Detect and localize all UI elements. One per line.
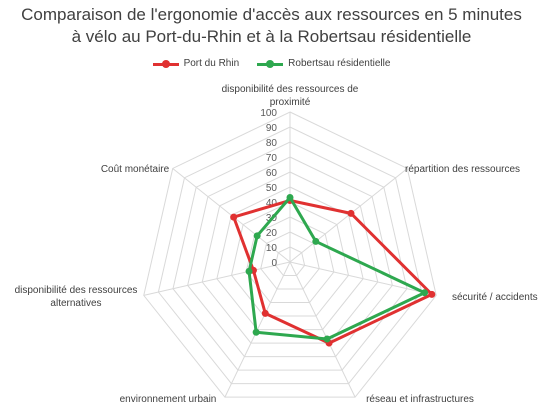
series-0-point-4 — [261, 309, 269, 317]
legend-swatch-port-du-rhin — [152, 59, 179, 69]
legend-label-port-du-rhin: Port du Rhin — [183, 58, 240, 69]
grid-ring-20 — [260, 231, 320, 290]
series-line-1 — [247, 196, 427, 341]
tick-label-80: 80 — [266, 138, 278, 149]
series-1-point-4 — [252, 328, 260, 336]
grid-ring-90 — [157, 126, 423, 385]
grid-ring-80 — [172, 141, 408, 371]
tick-label-90: 90 — [266, 123, 278, 134]
grid-ring-70 — [187, 156, 393, 358]
legend-label-robertsau: Robertsau résidentielle — [288, 58, 391, 69]
series-1-point-2 — [421, 289, 429, 297]
grid-spoke-2 — [289, 261, 437, 296]
series-0-point-6 — [230, 213, 238, 221]
series-1-point-5 — [245, 267, 253, 275]
axis-label-2: sécurité / accidents — [452, 292, 538, 303]
legend-item-port-du-rhin: Port du Rhin — [152, 58, 240, 69]
tick-label-100: 100 — [260, 108, 277, 119]
axis-label-1: répartition des ressources — [405, 164, 520, 175]
chart-legend: Port du Rhin Robertsau résidentielle — [0, 58, 543, 69]
tick-label-50: 50 — [266, 183, 278, 194]
series-1-point-0 — [286, 194, 294, 201]
tick-label-20: 20 — [266, 228, 278, 239]
series-1-point-1 — [312, 237, 320, 245]
tick-label-0: 0 — [271, 258, 277, 269]
axis-label-5: disponibilité des ressources alternatives — [15, 285, 138, 309]
series-0-point-2 — [428, 290, 436, 298]
tick-label-40: 40 — [266, 198, 278, 209]
axis-label-4: environnement urbain — [120, 394, 217, 405]
grid-ring-10 — [274, 246, 306, 277]
chart-title: Comparaison de l'ergonomie d'accès aux r… — [0, 4, 543, 48]
axis-label-6: Coût monétaire — [101, 164, 170, 175]
legend-item-robertsau: Robertsau résidentielle — [257, 58, 390, 69]
series-line-0 — [232, 199, 434, 345]
grid-ring-60 — [201, 171, 379, 344]
grid-spoke-5 — [143, 261, 291, 296]
legend-swatch-robertsau — [257, 59, 284, 69]
tick-label-60: 60 — [266, 168, 278, 179]
series-1-point-6 — [253, 232, 261, 240]
grid-ring-100 — [143, 111, 437, 398]
series-0-point-1 — [347, 209, 355, 217]
chart-title-line-1: Comparaison de l'ergonomie d'accès aux r… — [21, 5, 522, 24]
grid-ring-50 — [216, 186, 364, 331]
axis-label-0: disponibilité des ressources de proximité — [222, 84, 359, 108]
axis-label-3: réseau et infrastructures — [366, 394, 474, 405]
tick-label-70: 70 — [266, 153, 278, 164]
series-1-point-3 — [323, 335, 331, 343]
grid-ring-30 — [245, 216, 335, 304]
tick-label-10: 10 — [266, 243, 278, 254]
grid-spoke-3 — [289, 261, 356, 398]
chart-title-line-2: à vélo au Port-du-Rhin et à la Robertsau… — [71, 27, 472, 46]
